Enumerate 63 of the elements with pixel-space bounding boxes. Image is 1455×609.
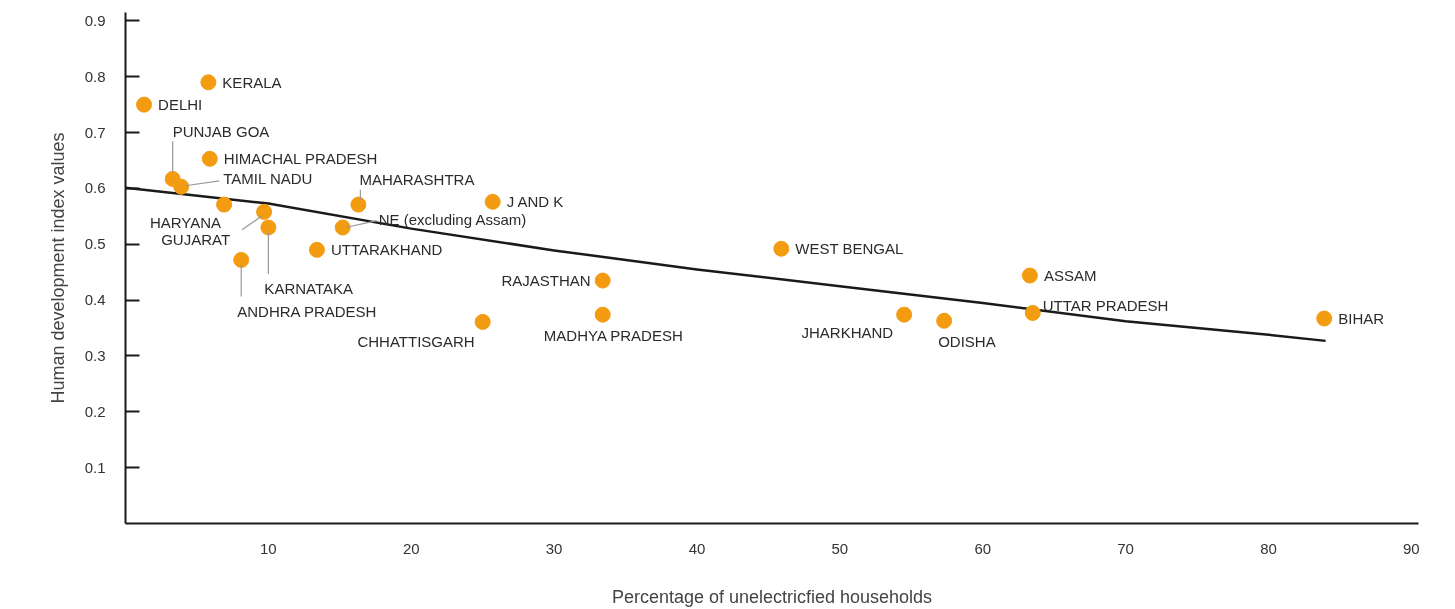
x-tick-label: 90 — [1403, 539, 1420, 557]
x-axis-title: Percentage of unelectricfied households — [611, 586, 933, 607]
x-tick-label: 30 — [545, 539, 563, 557]
point — [594, 272, 611, 289]
point — [256, 203, 273, 220]
annotation: UTTARAKHAND — [330, 241, 443, 259]
point — [773, 240, 790, 257]
x-tick-label: 50 — [831, 539, 849, 557]
annotation: J AND K — [506, 193, 564, 211]
y-tick-label: 0.6 — [84, 179, 106, 197]
point — [350, 196, 367, 213]
point — [201, 150, 218, 167]
annotation: TAMIL NADU — [223, 170, 313, 188]
x-tick-label: 70 — [1117, 539, 1134, 557]
point — [474, 313, 491, 330]
y-tick-label: 0.4 — [84, 291, 106, 309]
point — [334, 219, 351, 236]
annotation: DELHI — [158, 96, 203, 114]
point — [260, 219, 277, 236]
x-tick-label: 40 — [688, 539, 706, 557]
annotation: RAJASTHAN — [501, 272, 591, 290]
point — [896, 306, 913, 323]
y-tick-label: 0.2 — [84, 402, 106, 420]
annotation: HARYANA — [149, 214, 222, 232]
point — [308, 241, 325, 258]
annotation: HIMACHAL PRADESH — [223, 150, 378, 168]
point — [484, 193, 501, 210]
annotation: BIHAR — [1338, 310, 1385, 328]
point — [233, 251, 250, 268]
x-tick-label: 80 — [1260, 539, 1277, 557]
point — [1021, 267, 1038, 284]
annotation: WEST BENGAL — [795, 240, 904, 258]
y-tick-label: 0.7 — [84, 123, 106, 141]
point — [594, 306, 611, 323]
point — [1316, 310, 1333, 327]
annotation: JHARKHAND — [801, 324, 894, 342]
y-tick-label: 0.5 — [84, 235, 106, 253]
point — [136, 96, 153, 113]
annotation: UTTAR PRADESH — [1042, 297, 1169, 315]
x-tick-label: 10 — [260, 539, 277, 557]
point — [216, 196, 233, 213]
annotation: PUNJAB GOA — [172, 123, 270, 141]
y-tick-label: 0.1 — [84, 458, 106, 476]
point — [936, 312, 953, 329]
annotation: MAHARASHTRA — [359, 171, 475, 189]
annotation: KARNATAKA — [264, 280, 354, 298]
y-axis-title: Human development index values — [47, 132, 68, 404]
annotation: GUJARAT — [161, 231, 231, 249]
annotation: CHHATTISGARH — [357, 333, 475, 351]
point — [173, 178, 190, 195]
annotation: NE (excluding Assam) — [378, 211, 527, 229]
point — [1024, 304, 1041, 321]
annotation: ANDHRA PRADESH — [237, 303, 377, 321]
point — [200, 74, 217, 91]
annotation: KERALA — [222, 73, 282, 91]
y-tick-label: 0.8 — [84, 67, 106, 85]
annotation: ASSAM — [1043, 267, 1097, 285]
x-tick-label: 60 — [974, 539, 992, 557]
y-tick-label: 0.3 — [84, 346, 106, 364]
x-tick-label: 20 — [402, 539, 420, 557]
y-tick-label: 0.9 — [84, 11, 106, 29]
annotation: ODISHA — [938, 333, 996, 351]
annotation: MADHYA PRADESH — [543, 327, 683, 345]
